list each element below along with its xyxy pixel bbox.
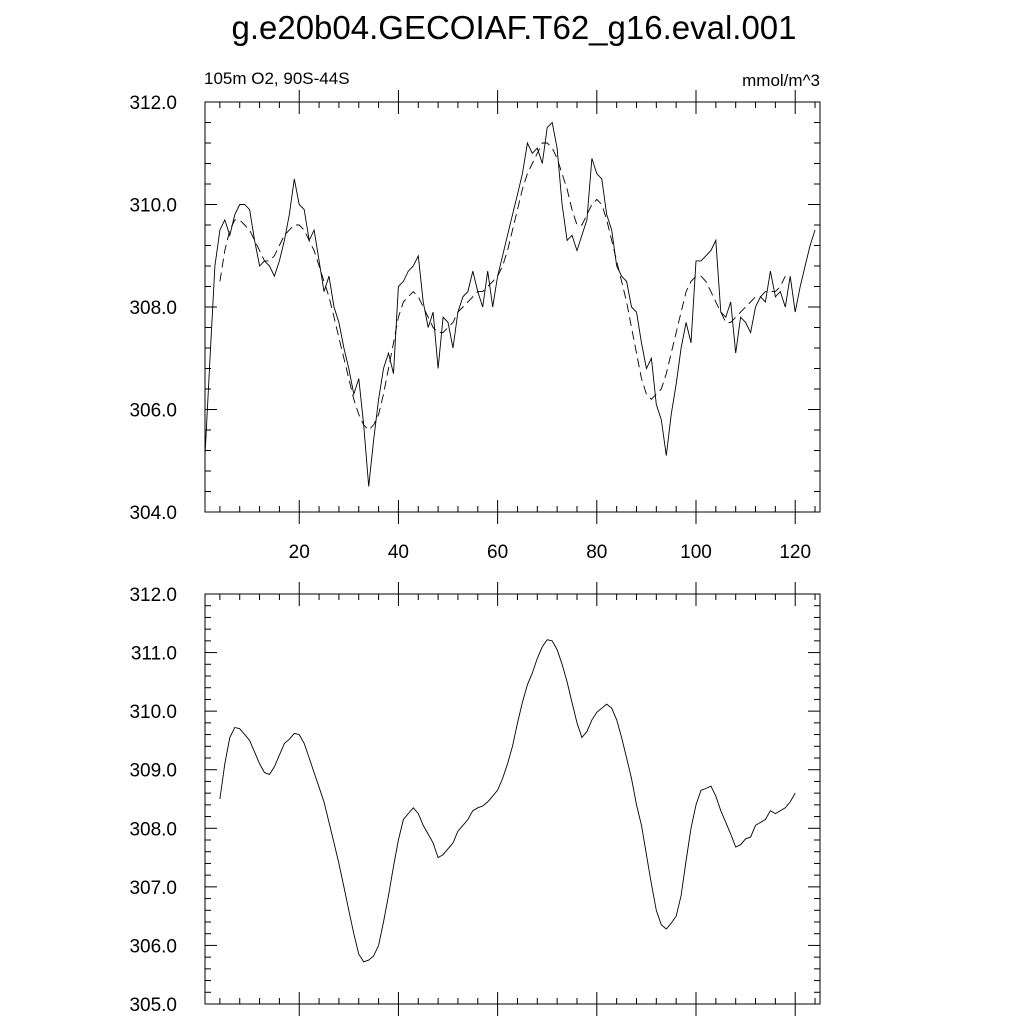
top-plot-frame [204, 101, 821, 513]
bottom-y-tick-label: 308.0 [129, 819, 177, 840]
bottom-y-tick-label: 310.0 [129, 702, 177, 723]
variable-label: 105m O2, 90S-44S [204, 69, 350, 88]
bottom-y-tick-label: 305.0 [129, 995, 177, 1016]
chart-title: g.e20b04.GECOIAF.T62_g16.eval.001 [231, 9, 796, 46]
top-series-smoothed-dashed [219, 142, 786, 431]
top-y-tick-label: 310.0 [129, 196, 177, 217]
bottom-y-tick-label: 311.0 [131, 644, 177, 665]
top-x-tick-label: 100 [680, 542, 712, 563]
bottom-y-tick-label: 306.0 [129, 936, 177, 957]
top-x-tick-label: 40 [388, 542, 409, 563]
bottom-y-tick-label: 307.0 [129, 878, 177, 899]
top-x-tick-label: 120 [779, 542, 811, 563]
bottom-plot-frame [204, 593, 821, 1005]
top-y-tick-label: 308.0 [129, 298, 177, 319]
bottom-series-line-0 [219, 639, 796, 963]
bottom-y-tick-label: 309.0 [129, 761, 177, 782]
top-panel: 304.0 306.0 308.0 310.0 312.0 20 40 60 80 100 120 [129, 90, 821, 563]
top-y-tick-label: 306.0 [129, 401, 177, 422]
units-label: mmol/m^3 [742, 71, 820, 90]
top-x-tick-label: 60 [487, 542, 508, 563]
top-y-tick-label: 304.0 [129, 503, 177, 524]
bottom-panel: 305.0 306.0 307.0 308.0 309.0 310.0 311.0 312.0 [129, 582, 821, 1016]
top-series-line-0 [204, 121, 816, 487]
top-x-tick-label: 80 [586, 542, 607, 563]
top-y-tick-label: 312.0 [129, 93, 177, 114]
bottom-y-tick-label: 312.0 [129, 585, 177, 606]
top-x-tick-label: 20 [289, 542, 310, 563]
